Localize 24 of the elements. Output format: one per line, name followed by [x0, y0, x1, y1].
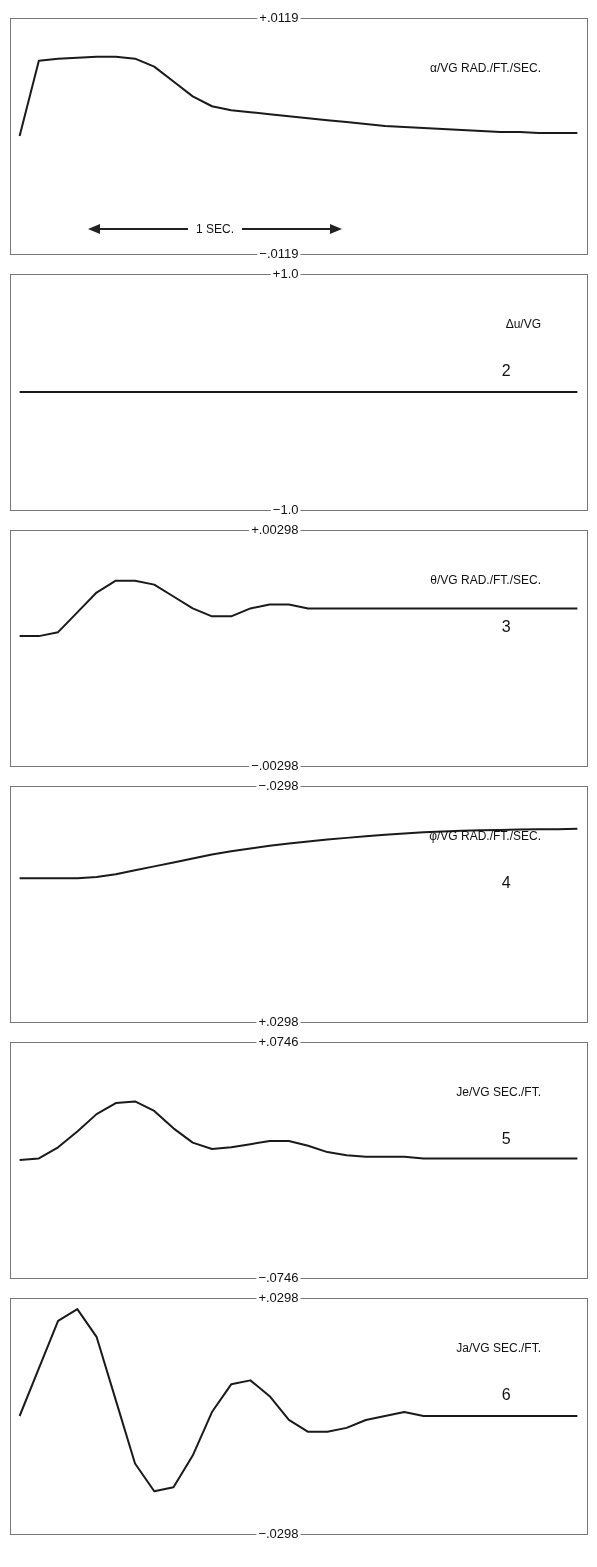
annotation: 6 [501, 1386, 511, 1404]
y-tick-label: +.0298 [258, 1013, 299, 1029]
y-tick-label: +1.0 [272, 265, 299, 281]
y-tick-label: −.00298 [251, 757, 299, 773]
annotation: 1 SEC. [196, 222, 235, 236]
y-tick-label: −.0298 [258, 777, 299, 793]
annotation: 2 [501, 362, 511, 380]
y-tick-label: −.0298 [258, 1525, 299, 1541]
y-tick-label: −.0119 [259, 245, 299, 261]
y-axis-title: Δu/VG [505, 317, 542, 332]
y-tick-label: +.0298 [258, 1289, 299, 1305]
annotation: 3 [501, 618, 511, 636]
y-tick-label: −.0746 [258, 1269, 299, 1285]
y-tick-label: +.00298 [251, 521, 299, 537]
y-tick-label: +.0746 [258, 1033, 299, 1049]
y-tick-label: +.0119 [259, 9, 299, 25]
annotation: 5 [501, 1130, 511, 1148]
y-axis-title: α/VG RAD./FT./SEC. [430, 61, 541, 76]
y-axis-title: θ/VG RAD./FT./SEC. [430, 573, 542, 588]
y-axis-title: Je/VG SEC./FT. [456, 1085, 541, 1100]
annotation: 4 [501, 874, 511, 892]
y-axis-title: φ/VG RAD./FT./SEC. [429, 829, 541, 844]
y-axis-title: Ja/VG SEC./FT. [456, 1341, 541, 1356]
y-tick-label: −1.0 [272, 501, 299, 517]
